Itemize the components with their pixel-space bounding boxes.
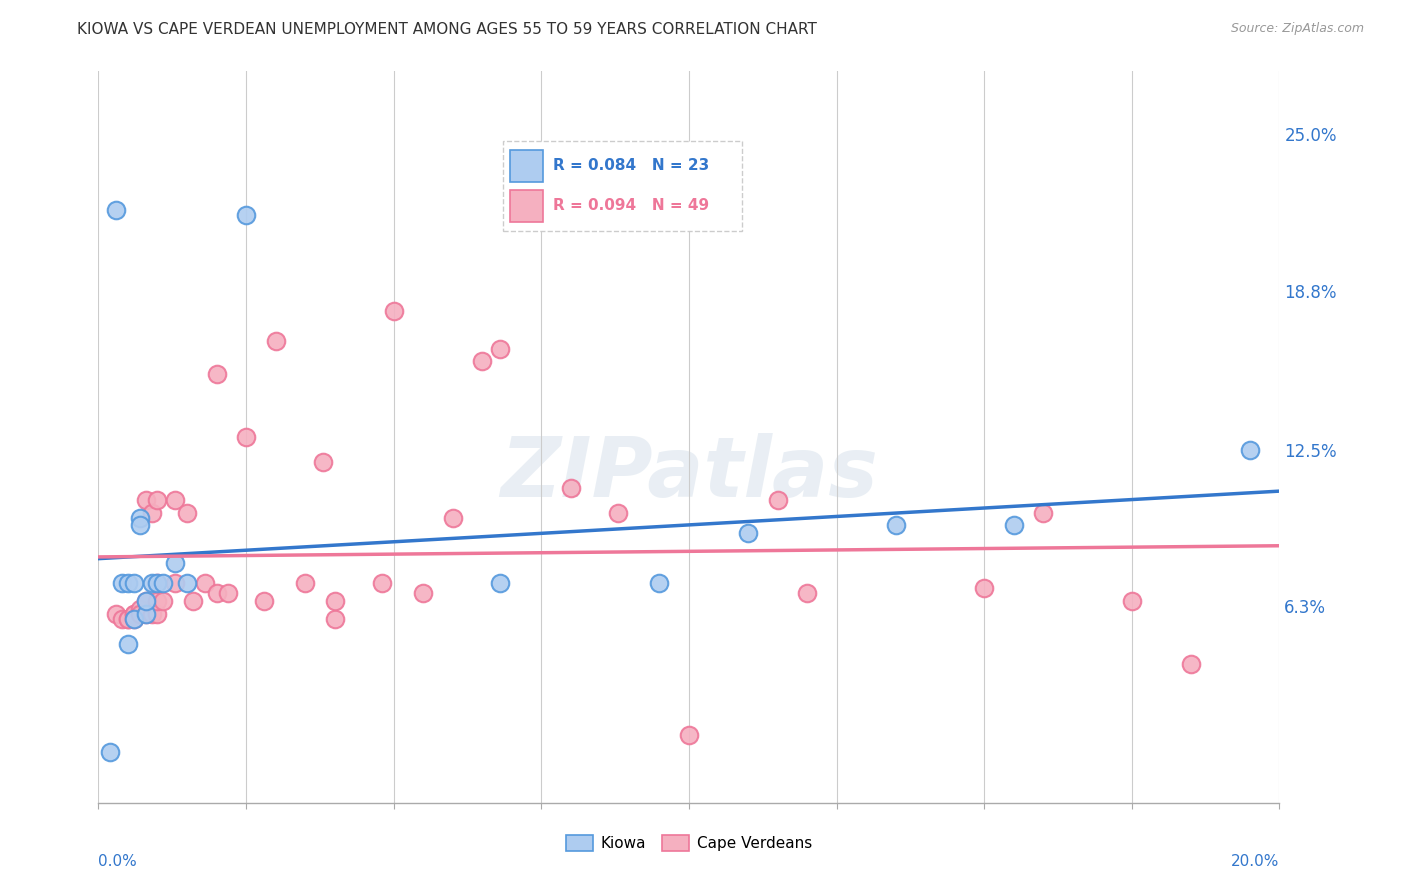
Point — [117, 637, 139, 651]
Point — [1002, 518, 1025, 533]
Point — [489, 342, 512, 356]
Point — [122, 576, 145, 591]
Point — [766, 493, 789, 508]
Point — [141, 576, 163, 591]
Point — [973, 582, 995, 596]
Point — [382, 304, 405, 318]
Point — [105, 607, 128, 621]
Point — [146, 576, 169, 591]
Point — [165, 576, 187, 591]
Point — [117, 576, 139, 591]
Point — [111, 612, 134, 626]
Point — [217, 586, 239, 600]
Point — [1239, 442, 1261, 457]
Point — [205, 367, 228, 381]
Point — [176, 506, 198, 520]
Text: R = 0.094   N = 49: R = 0.094 N = 49 — [553, 198, 709, 213]
Point — [117, 612, 139, 626]
Point — [146, 607, 169, 621]
Point — [441, 510, 464, 524]
Point — [489, 576, 512, 591]
Point — [560, 481, 582, 495]
Point — [471, 354, 494, 368]
Text: 0.0%: 0.0% — [98, 854, 138, 869]
Point — [796, 586, 818, 600]
Text: Source: ZipAtlas.com: Source: ZipAtlas.com — [1230, 22, 1364, 36]
Point — [135, 607, 157, 621]
Point — [648, 576, 671, 591]
Point — [122, 612, 145, 626]
Point — [152, 576, 174, 591]
Point — [135, 607, 157, 621]
Point — [323, 612, 346, 626]
Point — [146, 594, 169, 608]
FancyBboxPatch shape — [503, 142, 742, 231]
Point — [176, 576, 198, 591]
Point — [294, 576, 316, 591]
Point — [135, 493, 157, 508]
Point — [165, 493, 187, 508]
FancyBboxPatch shape — [510, 191, 543, 222]
Point — [1032, 506, 1054, 520]
Text: 20.0%: 20.0% — [1232, 854, 1279, 869]
Point — [122, 607, 145, 621]
Text: KIOWA VS CAPE VERDEAN UNEMPLOYMENT AMONG AGES 55 TO 59 YEARS CORRELATION CHART: KIOWA VS CAPE VERDEAN UNEMPLOYMENT AMONG… — [77, 22, 817, 37]
Text: R = 0.084   N = 23: R = 0.084 N = 23 — [553, 158, 709, 173]
Point — [412, 586, 434, 600]
Point — [312, 455, 335, 469]
Point — [181, 594, 204, 608]
Point — [205, 586, 228, 600]
Point — [264, 334, 287, 349]
Point — [122, 612, 145, 626]
Point — [323, 594, 346, 608]
Point — [152, 594, 174, 608]
Text: ZIPatlas: ZIPatlas — [501, 434, 877, 514]
Point — [135, 594, 157, 608]
Point — [105, 203, 128, 218]
Point — [607, 506, 630, 520]
Point — [371, 576, 394, 591]
Point — [194, 576, 217, 591]
Point — [111, 576, 134, 591]
Point — [146, 493, 169, 508]
Point — [122, 607, 145, 621]
FancyBboxPatch shape — [510, 151, 543, 182]
Point — [128, 607, 150, 621]
Point — [165, 556, 187, 570]
Point — [1180, 657, 1202, 671]
Point — [737, 525, 759, 540]
Point — [117, 612, 139, 626]
Point — [98, 745, 121, 759]
Point — [235, 208, 257, 222]
Point — [884, 518, 907, 533]
Point — [146, 576, 169, 591]
Point — [128, 601, 150, 615]
Point — [128, 518, 150, 533]
Point — [141, 607, 163, 621]
Point — [253, 594, 276, 608]
Point — [235, 430, 257, 444]
Point — [678, 728, 700, 742]
Point — [141, 506, 163, 520]
Point — [135, 594, 157, 608]
Point — [128, 510, 150, 524]
Point — [1121, 594, 1143, 608]
Legend: Kiowa, Cape Verdeans: Kiowa, Cape Verdeans — [560, 830, 818, 857]
